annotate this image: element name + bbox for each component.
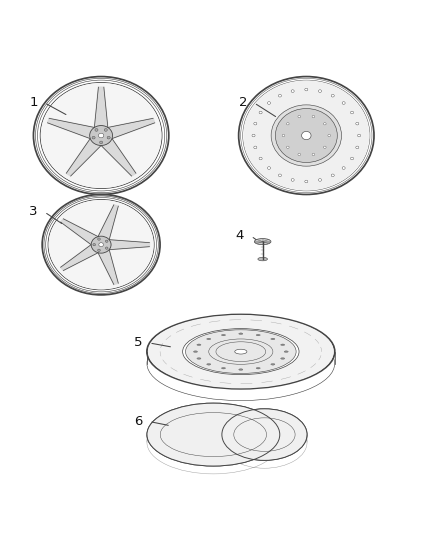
- Ellipse shape: [281, 358, 285, 359]
- Polygon shape: [60, 219, 99, 245]
- Ellipse shape: [302, 132, 311, 140]
- Ellipse shape: [235, 349, 247, 354]
- Ellipse shape: [197, 344, 201, 345]
- Ellipse shape: [221, 334, 226, 336]
- Ellipse shape: [357, 134, 360, 137]
- Ellipse shape: [291, 90, 294, 92]
- Polygon shape: [109, 240, 149, 249]
- Ellipse shape: [286, 146, 289, 148]
- Text: 1: 1: [29, 96, 38, 109]
- Ellipse shape: [92, 136, 95, 139]
- Ellipse shape: [279, 174, 282, 176]
- Polygon shape: [94, 87, 108, 128]
- Text: 5: 5: [134, 336, 142, 350]
- Ellipse shape: [268, 167, 271, 169]
- Ellipse shape: [271, 105, 342, 166]
- Ellipse shape: [107, 136, 110, 139]
- Ellipse shape: [291, 179, 294, 181]
- Ellipse shape: [298, 116, 300, 118]
- Ellipse shape: [186, 330, 296, 374]
- Ellipse shape: [207, 364, 211, 365]
- Ellipse shape: [331, 174, 334, 176]
- Ellipse shape: [259, 111, 262, 114]
- Ellipse shape: [49, 200, 154, 289]
- Ellipse shape: [258, 257, 268, 261]
- Polygon shape: [66, 138, 102, 176]
- Ellipse shape: [95, 128, 98, 131]
- Ellipse shape: [318, 179, 321, 181]
- Ellipse shape: [342, 102, 345, 104]
- Ellipse shape: [328, 134, 331, 136]
- Ellipse shape: [324, 123, 326, 125]
- Ellipse shape: [350, 111, 353, 114]
- Ellipse shape: [98, 238, 100, 240]
- Ellipse shape: [194, 351, 198, 352]
- Ellipse shape: [197, 358, 201, 359]
- Ellipse shape: [259, 157, 262, 160]
- Ellipse shape: [324, 146, 326, 148]
- Ellipse shape: [90, 126, 113, 146]
- Ellipse shape: [148, 315, 334, 389]
- Ellipse shape: [279, 94, 282, 97]
- Polygon shape: [98, 205, 118, 240]
- Ellipse shape: [312, 116, 314, 118]
- Ellipse shape: [244, 80, 369, 190]
- Ellipse shape: [268, 102, 271, 104]
- Ellipse shape: [284, 351, 288, 352]
- Ellipse shape: [221, 367, 226, 369]
- Ellipse shape: [254, 146, 257, 149]
- Ellipse shape: [305, 180, 308, 183]
- Ellipse shape: [104, 128, 107, 131]
- Ellipse shape: [222, 409, 307, 461]
- Ellipse shape: [298, 154, 300, 156]
- Ellipse shape: [183, 329, 299, 375]
- Ellipse shape: [271, 364, 275, 365]
- Ellipse shape: [318, 90, 321, 92]
- Ellipse shape: [106, 247, 108, 249]
- Ellipse shape: [342, 167, 345, 169]
- Ellipse shape: [99, 243, 103, 247]
- Polygon shape: [60, 245, 99, 270]
- Ellipse shape: [256, 334, 260, 336]
- Ellipse shape: [99, 141, 102, 144]
- Ellipse shape: [281, 344, 285, 345]
- Polygon shape: [101, 138, 136, 176]
- Ellipse shape: [282, 134, 285, 136]
- Ellipse shape: [41, 83, 161, 188]
- Ellipse shape: [331, 94, 334, 97]
- Ellipse shape: [356, 146, 359, 149]
- Ellipse shape: [305, 88, 308, 91]
- Ellipse shape: [91, 236, 111, 253]
- Ellipse shape: [207, 338, 211, 340]
- Ellipse shape: [256, 367, 260, 369]
- Ellipse shape: [239, 333, 243, 335]
- Polygon shape: [98, 249, 118, 285]
- Ellipse shape: [350, 157, 353, 160]
- Ellipse shape: [276, 109, 337, 163]
- Text: 6: 6: [134, 415, 142, 428]
- Ellipse shape: [239, 369, 243, 370]
- Text: 2: 2: [239, 96, 247, 109]
- Ellipse shape: [254, 239, 271, 245]
- Ellipse shape: [106, 240, 108, 243]
- Ellipse shape: [312, 154, 314, 156]
- Ellipse shape: [252, 134, 255, 137]
- Polygon shape: [107, 118, 155, 139]
- Text: 3: 3: [29, 205, 38, 219]
- Ellipse shape: [286, 123, 289, 125]
- Ellipse shape: [356, 122, 359, 125]
- Ellipse shape: [271, 338, 275, 340]
- Ellipse shape: [98, 249, 100, 252]
- Ellipse shape: [254, 122, 257, 125]
- Ellipse shape: [99, 133, 104, 138]
- Ellipse shape: [93, 244, 95, 246]
- Polygon shape: [47, 118, 95, 139]
- Ellipse shape: [147, 403, 280, 466]
- Text: 4: 4: [236, 229, 244, 243]
